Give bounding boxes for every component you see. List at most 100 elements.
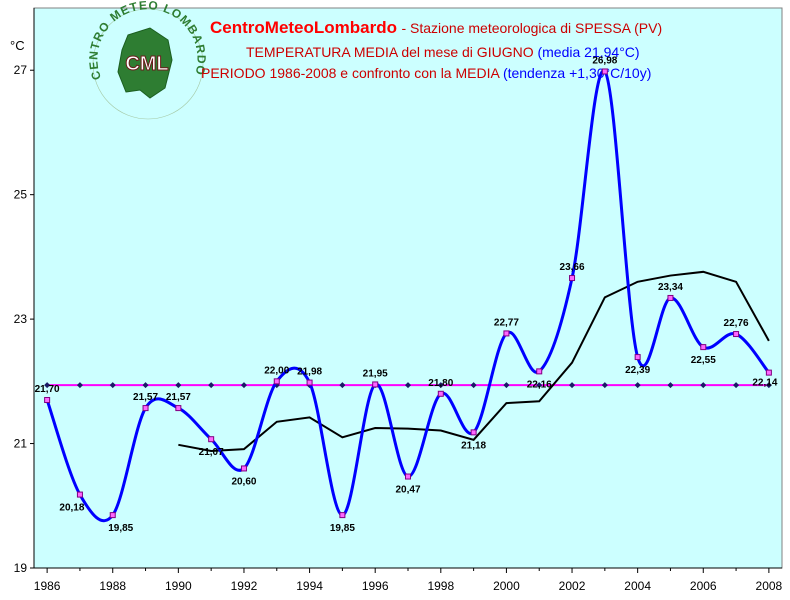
data-label: 22,39 <box>625 365 650 376</box>
y-tick-label: 27 <box>14 63 28 77</box>
point-mean <box>109 382 116 389</box>
point-main <box>273 378 280 385</box>
data-label: 21,98 <box>297 367 322 378</box>
point-main <box>569 275 576 282</box>
title-line-2-blue: (media 21,94°C) <box>537 44 639 60</box>
y-tick-label: 25 <box>14 188 28 202</box>
point-mean <box>569 382 576 389</box>
point-mean <box>76 382 83 389</box>
title-station: - Stazione meteorologica di SPESSA (PV) <box>401 20 662 36</box>
x-tick-label: 1996 <box>362 579 389 593</box>
data-label: 22,00 <box>264 365 289 376</box>
point-main <box>437 390 444 397</box>
logo-text: CML <box>125 53 168 75</box>
point-mean <box>765 382 772 389</box>
point-main <box>175 405 182 412</box>
point-mean <box>503 382 510 389</box>
point-main <box>470 429 477 436</box>
data-label: 22,77 <box>494 317 519 328</box>
x-tick-label: 2002 <box>559 579 586 593</box>
y-tick-label: 23 <box>14 312 28 326</box>
point-main <box>109 512 116 519</box>
data-labels: 21,70 20,18 19,85 21,57 21,57 21,07 20,60 22,00… <box>35 55 778 534</box>
title-line-2: TEMPERATURA MEDIA del mese di GIUGNO (me… <box>246 44 640 60</box>
point-mean <box>142 382 149 389</box>
data-label: 21,18 <box>461 440 486 451</box>
data-label: 21,95 <box>363 368 388 379</box>
point-main <box>503 330 510 337</box>
data-label: 21,70 <box>35 384 60 395</box>
point-mean <box>240 382 247 389</box>
y-tick-label: 21 <box>14 437 28 451</box>
point-mean <box>601 382 608 389</box>
y-axis-unit: °C <box>10 38 25 53</box>
data-label: 21,07 <box>199 447 224 458</box>
data-label: 19,85 <box>108 523 133 534</box>
point-main <box>372 381 379 388</box>
point-mean <box>175 382 182 389</box>
point-mean <box>470 382 477 389</box>
title-line-3: PERIODO 1986-2008 e confronto con la MED… <box>201 65 651 81</box>
point-main <box>76 491 83 498</box>
logo-region-shape <box>117 27 173 99</box>
x-tick-label: 1990 <box>165 579 192 593</box>
x-tick-label: 2006 <box>690 579 717 593</box>
point-mean <box>733 382 740 389</box>
point-main <box>405 473 411 480</box>
x-tick-label: 1986 <box>34 579 61 593</box>
point-main <box>339 512 346 519</box>
point-main <box>601 68 608 75</box>
point-main <box>240 465 247 472</box>
data-label: 26,98 <box>592 55 617 66</box>
point-main <box>306 379 313 386</box>
x-tick-label: 1994 <box>296 579 323 593</box>
data-label: 20,60 <box>231 476 256 487</box>
point-mean <box>44 382 51 389</box>
title-line-2-red: TEMPERATURA MEDIA del mese di GIUGNO <box>246 44 534 60</box>
x-tick-label: 1992 <box>231 579 258 593</box>
point-mean <box>437 382 444 389</box>
point-main <box>667 294 674 301</box>
series-line-trend <box>178 270 770 453</box>
series-layer <box>44 68 772 523</box>
point-main <box>700 344 707 351</box>
data-label: 21,57 <box>166 392 191 403</box>
x-tick-label: 2000 <box>493 579 520 593</box>
chart-title: CentroMeteoLombardo - Stazione meteorolo… <box>201 18 662 81</box>
point-main <box>208 436 215 443</box>
x-tick-label: 2004 <box>624 579 651 593</box>
logo-outer-ring <box>92 8 204 120</box>
data-label: 21,57 <box>133 392 158 403</box>
point-mean <box>208 382 215 389</box>
title-brand: CentroMeteoLombardo <box>210 18 397 37</box>
point-main <box>634 354 641 361</box>
point-mean <box>634 382 641 389</box>
x-tick-label: 2008 <box>756 579 783 593</box>
point-mean <box>339 382 346 389</box>
data-label: 20,47 <box>395 485 420 496</box>
point-main <box>536 368 543 375</box>
title-line-1: CentroMeteoLombardo - Stazione meteorolo… <box>210 18 662 37</box>
data-label: 19,85 <box>330 523 355 534</box>
point-main <box>765 369 772 376</box>
title-line-3-red: PERIODO 1986-2008 e confronto con la MED… <box>201 65 500 81</box>
data-label: 22,14 <box>752 378 777 389</box>
x-tick-label: 1988 <box>99 579 126 593</box>
title-line-3-blue: (tendenza +1,30°C/10y) <box>503 65 651 81</box>
point-mean <box>536 382 543 389</box>
data-label: 22,55 <box>691 355 716 366</box>
data-label: 22,76 <box>724 318 749 329</box>
y-tick-label: 19 <box>14 561 28 575</box>
data-label: 22,16 <box>527 379 552 390</box>
data-label: 23,34 <box>658 282 683 293</box>
data-label: 20,18 <box>59 503 84 514</box>
data-label: 21,80 <box>428 378 453 389</box>
x-tick-label: 1998 <box>427 579 454 593</box>
point-mean <box>667 382 674 389</box>
point-main <box>142 405 149 412</box>
point-main <box>733 331 740 338</box>
data-label: 23,66 <box>560 262 585 273</box>
point-mean <box>700 382 707 389</box>
point-mean <box>405 382 411 389</box>
